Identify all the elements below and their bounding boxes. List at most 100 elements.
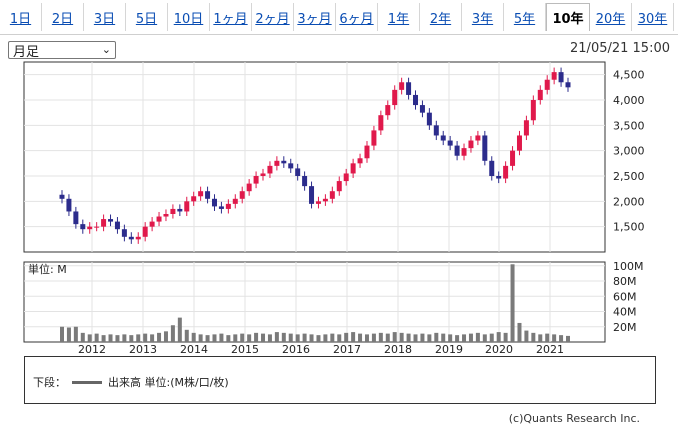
candle-body (267, 165, 273, 174)
volume-bar (323, 334, 328, 342)
volume-bar (212, 334, 217, 342)
tab-7[interactable]: 2ヶ月 (252, 3, 294, 31)
tab-2[interactable]: 2日 (42, 3, 84, 31)
candle-body (419, 105, 425, 113)
volume-bar (496, 332, 501, 342)
volume-bar (482, 334, 487, 342)
volume-bar (281, 332, 286, 342)
volume-bar (150, 334, 155, 342)
candle-body (406, 82, 412, 95)
candle-body (87, 226, 93, 230)
volume-bar (434, 332, 439, 342)
tab-9[interactable]: 6ヶ月 (336, 3, 378, 31)
candle-body (121, 229, 127, 237)
x-tick-label: 2012 (78, 343, 106, 355)
tab-15[interactable]: 20年 (590, 3, 632, 31)
volume-bar (254, 332, 259, 342)
candle-body (544, 79, 550, 90)
candle-body (461, 148, 467, 156)
tab-1[interactable]: 1日 (0, 3, 42, 31)
volume-bar (330, 333, 335, 342)
volume-bar (80, 332, 85, 342)
x-tick-label: 2013 (129, 343, 157, 355)
candle-body (329, 191, 335, 199)
stock-chart: 2012 2013 2014 2015 2016 2017 2018 2019 2020 2021… (23, 61, 645, 355)
candle-body (343, 173, 349, 182)
candle-body (565, 82, 571, 88)
volume-bar (385, 333, 390, 342)
candle-body (295, 168, 301, 176)
tab-16[interactable]: 30年 (632, 3, 674, 31)
y-tick-label: 1,500 (613, 221, 645, 234)
tab-13[interactable]: 5年 (504, 3, 546, 31)
tab-5[interactable]: 10日 (168, 3, 210, 31)
candle-body (156, 216, 162, 222)
volume-bar (170, 325, 175, 342)
period-select[interactable]: 月足 ⌄ (8, 41, 116, 60)
volume-bar (226, 335, 231, 342)
volume-bar (559, 335, 564, 342)
volume-bar (510, 264, 515, 342)
candle-body (184, 201, 190, 212)
y-tick-label: 4,000 (613, 94, 645, 107)
volume-bar (358, 333, 363, 342)
candle-body (260, 173, 266, 176)
x-tick-label: 2014 (180, 343, 208, 355)
candle-body (80, 224, 86, 230)
volume-bar (413, 334, 418, 342)
volume-bar (184, 329, 189, 342)
volume-bar (122, 334, 127, 342)
candle-body (309, 186, 315, 204)
candle-body (503, 165, 509, 179)
tab-10[interactable]: 1年 (378, 3, 420, 31)
volume-bar (309, 334, 314, 342)
volume-bar (60, 326, 64, 342)
candle-body (322, 198, 328, 202)
legend-line-swatch (72, 380, 102, 384)
volume-bar (552, 334, 557, 342)
tab-6[interactable]: 1ヶ月 (210, 3, 252, 31)
volume-bar (399, 332, 404, 342)
tab-3[interactable]: 3日 (84, 3, 126, 31)
candle-body (302, 176, 308, 187)
candle-body (288, 163, 294, 169)
tab-4[interactable]: 5日 (126, 3, 168, 31)
candle-body (128, 236, 134, 240)
volume-bar (364, 334, 369, 342)
candle-body (163, 214, 169, 217)
volume-bar (517, 322, 522, 342)
volume-bar (295, 334, 300, 342)
volume-tick-label: 60M (613, 290, 637, 303)
volume-unit-label: 単位: M (28, 262, 67, 276)
volume-bar (274, 332, 279, 342)
volume-bar (219, 333, 224, 342)
candle-body (558, 72, 564, 83)
candle-body (510, 150, 516, 166)
candle-body (315, 201, 321, 204)
volume-bar (406, 333, 411, 342)
candle-body (530, 100, 536, 121)
volume-bar (129, 335, 134, 342)
tab-14[interactable]: 10年 (546, 3, 590, 31)
volume-bar (316, 335, 321, 342)
volume-bar (524, 330, 529, 342)
volume-bar (351, 332, 356, 342)
tab-8[interactable]: 3ヶ月 (294, 3, 336, 31)
candle-body (475, 135, 481, 141)
volume-bar (73, 326, 78, 342)
x-tick-label: 2016 (282, 343, 310, 355)
candle-body (399, 82, 405, 90)
tab-12[interactable]: 3年 (462, 3, 504, 31)
volume-bar (462, 334, 467, 342)
y-tick-label: 2,000 (613, 195, 645, 208)
y-tick-label: 3,000 (613, 145, 645, 158)
volume-bar (247, 334, 252, 342)
period-select-value: 月足 (13, 44, 40, 60)
volume-bar (87, 334, 92, 342)
x-tick-label: 2019 (435, 343, 463, 355)
candle-body (108, 219, 114, 222)
y-tick-label: 2,500 (613, 170, 645, 183)
tab-11[interactable]: 2年 (420, 3, 462, 31)
volume-bar (288, 333, 293, 342)
candle-body (350, 163, 356, 174)
